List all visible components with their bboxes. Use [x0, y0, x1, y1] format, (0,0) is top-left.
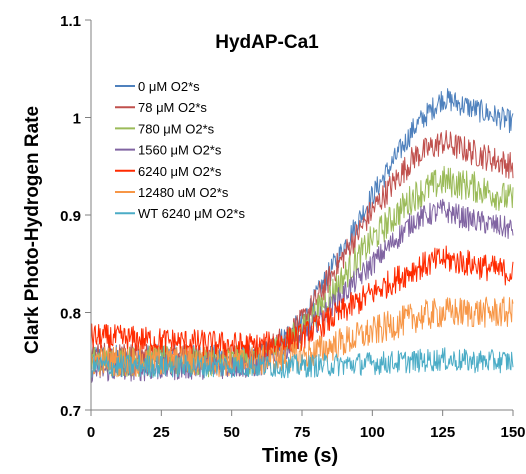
x-tick-label: 100 — [360, 424, 385, 441]
x-tick-label: 50 — [223, 424, 240, 441]
x-tick-label: 150 — [500, 424, 525, 441]
y-axis-label: Clark Photo-Hydrogen Rate — [22, 106, 43, 354]
chart-title: HydAP-Ca1 — [215, 32, 319, 53]
legend-label: 12480 uM O2*s — [138, 185, 229, 200]
legend-label: 0 μM O2*s — [138, 79, 200, 94]
legend-label: 6240 μM O2*s — [138, 164, 222, 179]
y-tick-label: 0.9 — [60, 208, 81, 225]
x-tick-label: 75 — [294, 424, 311, 441]
legend-label: WT 6240 μM O2*s — [138, 206, 245, 221]
x-axis-label: Time (s) — [262, 445, 338, 467]
series-line-5 — [90, 245, 514, 361]
legend-label: 780 μM O2*s — [138, 121, 215, 136]
x-tick-label: 25 — [153, 424, 170, 441]
ticks-layer: 0.7 0.8 0.9 1 1.1 0 25 50 75 100 125 150 — [60, 13, 525, 441]
series-layer — [90, 88, 514, 383]
legend-label: 78 μM O2*s — [138, 100, 207, 115]
y-tick-label: 1 — [73, 111, 81, 128]
legend: 0 μM O2*s 78 μM O2*s 780 μM O2*s 1560 μM O2… — [115, 79, 245, 221]
legend-label: 1560 μM O2*s — [138, 143, 222, 158]
series-line-7 — [90, 347, 514, 379]
x-tick-label: 0 — [87, 424, 95, 441]
y-tick-label: 0.7 — [60, 403, 81, 420]
y-tick-label: 1.1 — [60, 13, 81, 30]
x-tick-label: 125 — [430, 424, 455, 441]
y-tick-label: 0.8 — [60, 306, 81, 323]
